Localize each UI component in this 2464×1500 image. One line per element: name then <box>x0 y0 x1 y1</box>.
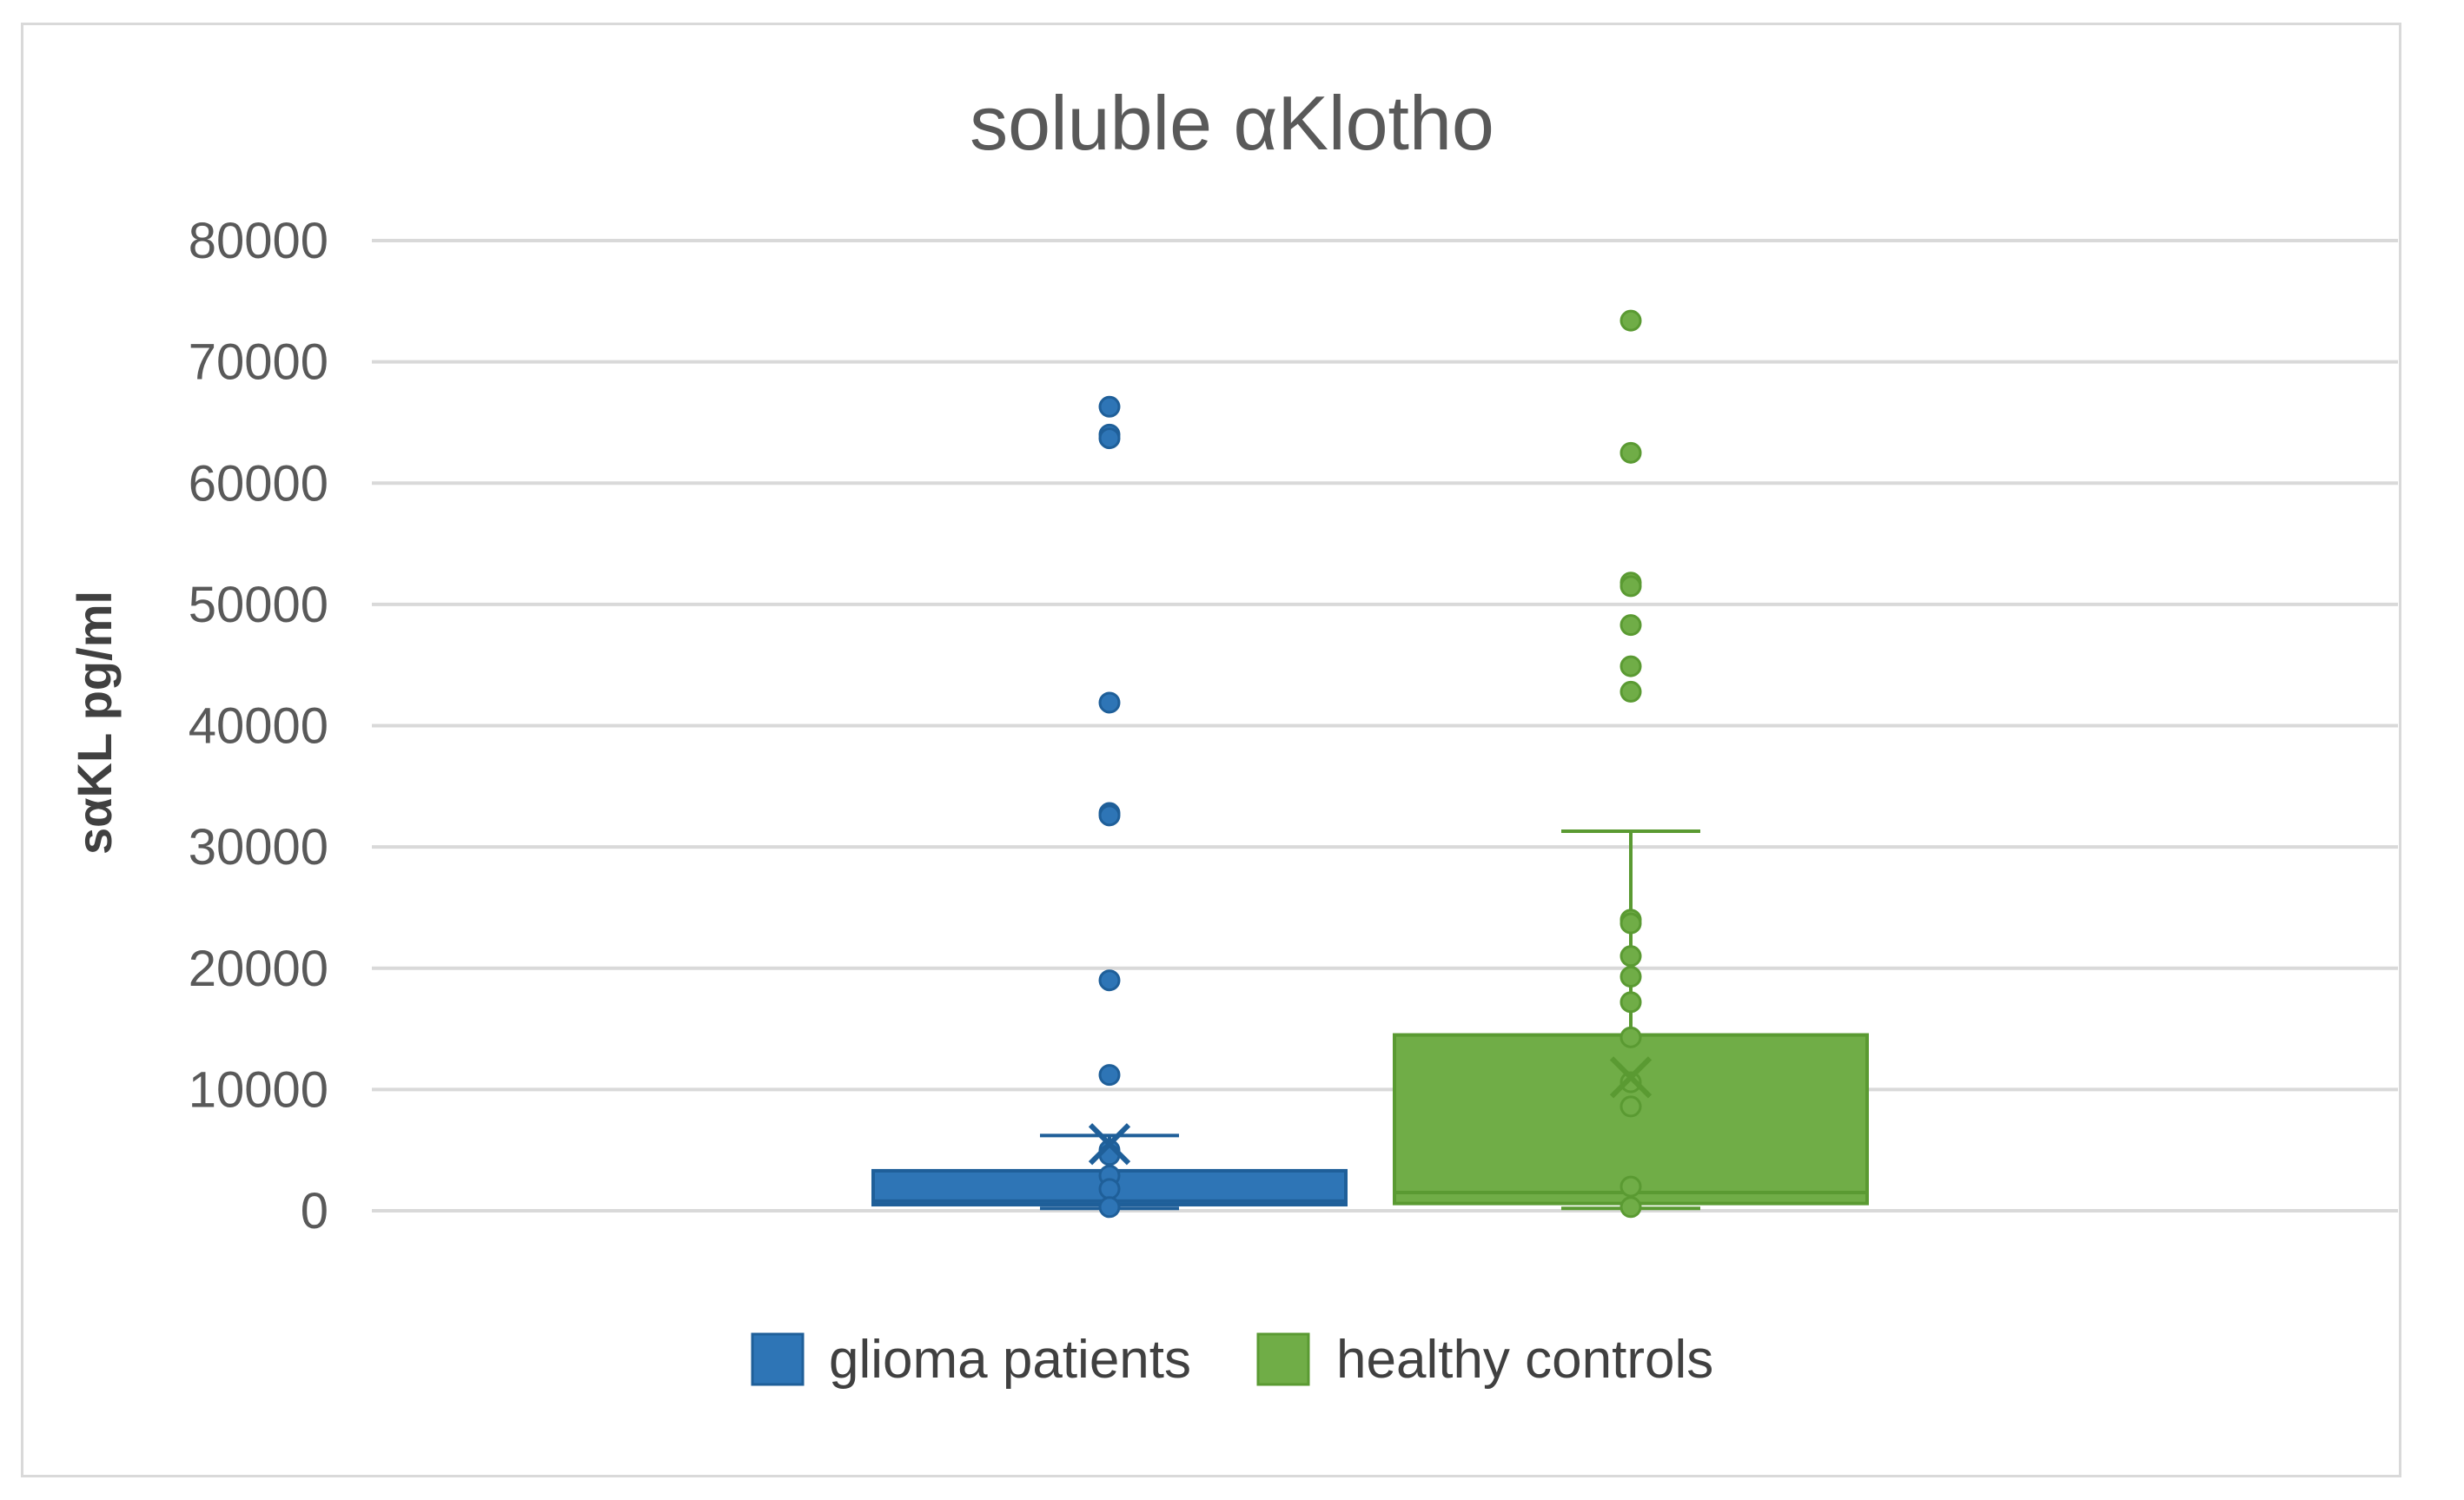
data-point <box>1619 945 1642 968</box>
y-tick-label: 80000 <box>189 213 328 269</box>
data-point <box>1619 614 1642 637</box>
data-point <box>1619 1026 1642 1048</box>
data-point <box>1098 1178 1121 1200</box>
chart-frame <box>21 23 2401 1477</box>
y-tick-label: 30000 <box>189 819 328 876</box>
chart-title: soluble αKlotho <box>970 80 1494 166</box>
data-point <box>1619 309 1642 332</box>
data-point <box>1098 1196 1121 1219</box>
data-point <box>1098 969 1121 992</box>
data-point <box>1619 1095 1642 1118</box>
y-tick-label: 0 <box>301 1183 328 1239</box>
data-point <box>1619 680 1642 703</box>
gridlines <box>372 239 2398 1213</box>
legend-label-healthy-controls: healthy controls <box>1336 1330 1713 1390</box>
y-tick-labels: 0 10000 20000 30000 40000 50000 60000 70000 8000… <box>189 213 328 1239</box>
legend-swatch-glioma-patients <box>751 1332 805 1386</box>
data-point <box>1619 991 1642 1014</box>
legend-label-glioma-patients: glioma patients <box>829 1330 1191 1390</box>
y-tick-label: 20000 <box>189 941 328 997</box>
mean-marker <box>1088 1123 1131 1166</box>
data-point <box>1098 395 1121 418</box>
data-points <box>1088 309 1653 1219</box>
data-point <box>1619 1175 1642 1198</box>
data-point <box>1619 1196 1642 1219</box>
data-point <box>1098 804 1121 827</box>
data-point <box>1619 441 1642 464</box>
boxes <box>871 829 1869 1211</box>
mean-marker <box>1609 1056 1653 1099</box>
data-point <box>1619 912 1642 935</box>
y-tick-label: 50000 <box>189 577 328 633</box>
legend: glioma patients healthy controls <box>751 1330 1713 1390</box>
data-point <box>1098 427 1121 450</box>
mean-marker-stroke <box>1609 1056 1653 1099</box>
data-point <box>1619 966 1642 988</box>
y-axis-label: sαKL pg/ml <box>67 591 122 855</box>
data-point <box>1619 1071 1642 1094</box>
legend-swatch-healthy-controls <box>1256 1332 1310 1386</box>
mean-marker-stroke <box>1088 1123 1131 1166</box>
y-tick-label: 10000 <box>189 1061 328 1118</box>
data-point <box>1098 1064 1121 1087</box>
data-point <box>1619 575 1642 598</box>
y-tick-label: 60000 <box>189 455 328 512</box>
data-point <box>1619 655 1642 677</box>
y-tick-label: 70000 <box>189 334 328 391</box>
data-point <box>1098 691 1121 714</box>
y-tick-label: 40000 <box>189 698 328 755</box>
